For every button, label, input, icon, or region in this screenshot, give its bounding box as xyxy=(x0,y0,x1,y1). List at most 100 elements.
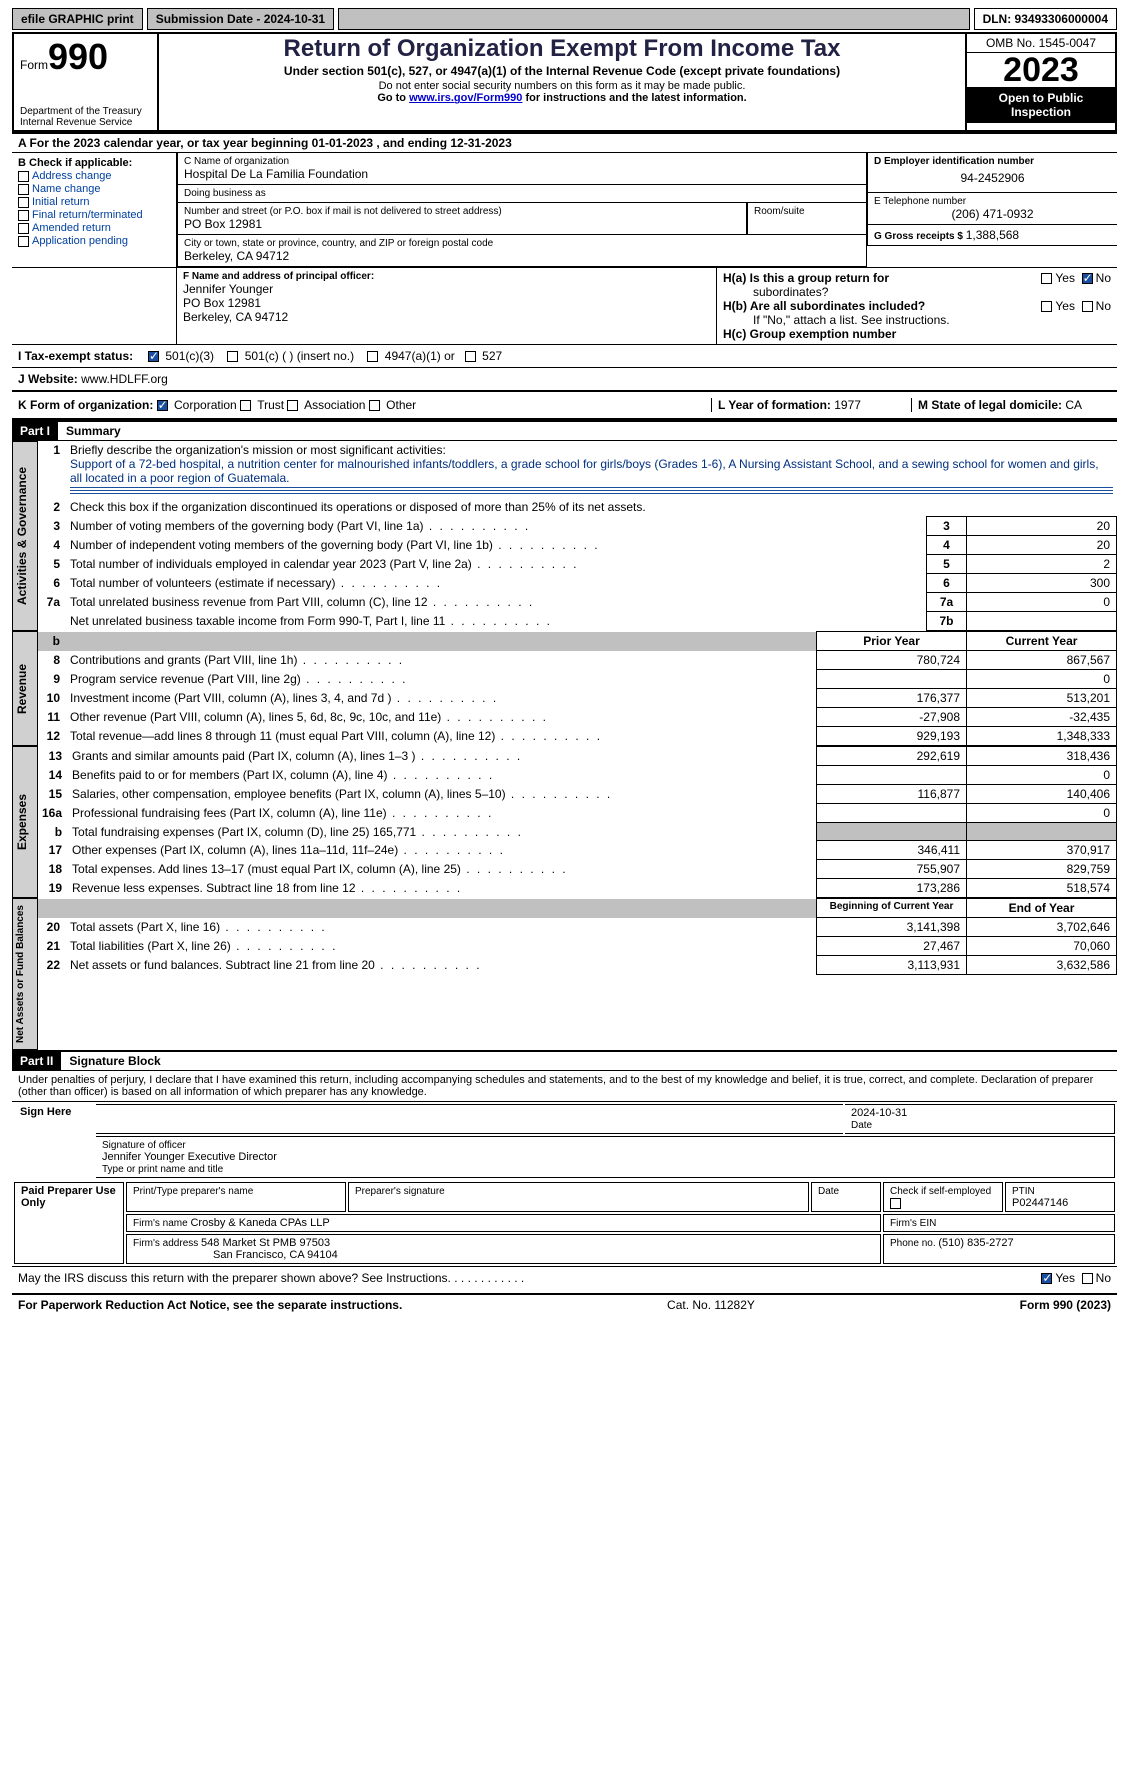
street-value: PO Box 12981 xyxy=(184,217,740,231)
ha-sub: subordinates? xyxy=(723,285,828,299)
i-label: I Tax-exempt status: xyxy=(18,349,148,363)
preparer-block: Paid Preparer Use Only Print/Type prepar… xyxy=(12,1180,1117,1266)
netassets-table: Beginning of Current Year End of Year 20… xyxy=(38,898,1117,975)
chk-501c3[interactable] xyxy=(148,351,159,362)
header-grid: B Check if applicable: Address change Na… xyxy=(12,153,1117,267)
k-label: K Form of organization: xyxy=(18,398,153,412)
chk-initial-return[interactable]: Initial return xyxy=(18,196,170,208)
sig-officer-label: Signature of officer xyxy=(102,1140,186,1151)
chk-address-change[interactable]: Address change xyxy=(18,170,170,182)
chk-final-return[interactable]: Final return/terminated xyxy=(18,209,170,221)
form-number: 990 xyxy=(48,36,108,77)
firm-name: Crosby & Kaneda CPAs LLP xyxy=(190,1217,329,1229)
form-footer: Form 990 (2023) xyxy=(1020,1298,1111,1312)
firm-ein-label: Firm's EIN xyxy=(890,1218,936,1229)
penalty-text: Under penalties of perjury, I declare th… xyxy=(12,1071,1117,1102)
officer-sig: Jennifer Younger Executive Director xyxy=(102,1151,277,1163)
discuss-text: May the IRS discuss this return with the… xyxy=(18,1271,451,1285)
form-label: Form xyxy=(20,58,48,72)
ein-label: D Employer identification number xyxy=(874,156,1111,167)
chk-trust[interactable] xyxy=(240,400,251,411)
klm-row: K Form of organization: Corporation Trus… xyxy=(12,392,1117,420)
gross-label: G Gross receipts $ xyxy=(874,231,966,242)
side-netassets: Net Assets or Fund Balances xyxy=(12,898,38,1050)
j-label: J Website: xyxy=(18,372,81,386)
col-beginning: Beginning of Current Year xyxy=(817,899,967,918)
paid-preparer-label: Paid Preparer Use Only xyxy=(14,1182,124,1264)
ptin: P02447146 xyxy=(1012,1197,1068,1209)
open-public-1: Open to Public xyxy=(967,91,1115,105)
hb-note: If "No," attach a list. See instructions… xyxy=(723,313,1111,327)
dln-label: DLN: 93493306000004 xyxy=(974,8,1117,30)
chk-app-pending[interactable]: Application pending xyxy=(18,235,170,247)
goto-pre: Go to xyxy=(377,92,409,104)
chk-527[interactable] xyxy=(465,351,476,362)
chk-assoc[interactable] xyxy=(287,400,298,411)
ha-label: H(a) Is this a group return for xyxy=(723,271,889,285)
box-c: C Name of organization Hospital De La Fa… xyxy=(177,153,867,267)
org-name-label: C Name of organization xyxy=(184,156,860,167)
officer-label: F Name and address of principal officer: xyxy=(183,271,710,282)
irs-label: Internal Revenue Service xyxy=(20,117,151,128)
submission-date: Submission Date - 2024-10-31 xyxy=(147,8,334,30)
sign-here-block: Sign Here 2024-10-31Date Signature of of… xyxy=(12,1102,1117,1180)
dba-label: Doing business as xyxy=(184,188,860,199)
toolbar-spacer xyxy=(338,8,969,30)
goto-post: for instructions and the latest informat… xyxy=(522,92,746,104)
discuss-yes[interactable] xyxy=(1041,1273,1052,1284)
hb-yes[interactable] xyxy=(1041,301,1052,312)
chk-501c[interactable] xyxy=(227,351,238,362)
sign-here-label: Sign Here xyxy=(14,1104,94,1178)
part2-bar: Part II xyxy=(12,1052,61,1070)
chk-4947[interactable] xyxy=(367,351,378,362)
phone-value: (206) 471-0932 xyxy=(874,207,1111,221)
paperwork-notice: For Paperwork Reduction Act Notice, see … xyxy=(18,1298,402,1312)
dept-treasury: Department of the Treasury xyxy=(20,106,151,117)
gross-value: 1,388,568 xyxy=(966,228,1019,242)
chk-amended[interactable]: Amended return xyxy=(18,222,170,234)
side-expenses: Expenses xyxy=(12,746,38,898)
chk-corp[interactable] xyxy=(157,400,168,411)
firm-addr1: 548 Market St PMB 97503 xyxy=(201,1237,330,1249)
ha-yes[interactable] xyxy=(1041,273,1052,284)
part1-bar: Part I xyxy=(12,422,58,440)
right-column: D Employer identification number 94-2452… xyxy=(867,153,1117,267)
hb-no[interactable] xyxy=(1082,301,1093,312)
page-footer: For Paperwork Reduction Act Notice, see … xyxy=(12,1293,1117,1315)
expenses-table: 13Grants and similar amounts paid (Part … xyxy=(38,746,1117,898)
chk-other[interactable] xyxy=(369,400,380,411)
firm-phone: (510) 835-2727 xyxy=(938,1237,1013,1249)
ssn-note: Do not enter social security numbers on … xyxy=(165,80,959,92)
part1-title: Summary xyxy=(58,424,121,438)
side-activities: Activities & Governance xyxy=(12,441,38,631)
form-header: Form990 Department of the Treasury Inter… xyxy=(12,32,1117,132)
open-public-2: Inspection xyxy=(967,105,1115,119)
cat-no: Cat. No. 11282Y xyxy=(667,1298,755,1312)
chk-self-employed[interactable] xyxy=(890,1198,901,1209)
chk-name-change[interactable]: Name change xyxy=(18,183,170,195)
sign-date: 2024-10-31 xyxy=(851,1107,907,1119)
discuss-no[interactable] xyxy=(1082,1273,1093,1284)
efile-print-button[interactable]: efile GRAPHIC print xyxy=(12,8,143,30)
revenue-table: b Prior Year Current Year 8Contributions… xyxy=(38,631,1117,746)
part2-title: Signature Block xyxy=(61,1054,160,1068)
part2-header: Part II Signature Block xyxy=(12,1050,1117,1071)
tax-status-row: I Tax-exempt status: 501(c)(3) 501(c) ( … xyxy=(12,344,1117,367)
l2-text: Check this box if the organization disco… xyxy=(70,500,646,514)
side-revenue: Revenue xyxy=(12,631,38,746)
website-row: J Website: www.HDLFF.org xyxy=(12,367,1117,392)
ha-no[interactable] xyxy=(1082,273,1093,284)
irs-form990-link[interactable]: www.irs.gov/Form990 xyxy=(409,92,522,104)
officer-addr2: Berkeley, CA 94712 xyxy=(183,310,710,324)
type-name-label: Type or print name and title xyxy=(102,1164,223,1175)
box-b: B Check if applicable: Address change Na… xyxy=(12,153,177,267)
phone-label: E Telephone number xyxy=(874,196,1111,207)
hc-label: H(c) Group exemption number xyxy=(723,327,896,341)
firm-addr2: San Francisco, CA 94104 xyxy=(133,1249,338,1261)
calendar-year-line: A For the 2023 calendar year, or tax yea… xyxy=(12,132,1117,153)
street-label: Number and street (or P.O. box if mail i… xyxy=(184,206,740,217)
m-label: M State of legal domicile: xyxy=(918,398,1065,412)
part1-header: Part I Summary xyxy=(12,420,1117,441)
fh-row: F Name and address of principal officer:… xyxy=(12,267,1117,344)
activities-table: 1 Briefly describe the organization's mi… xyxy=(38,441,1117,631)
